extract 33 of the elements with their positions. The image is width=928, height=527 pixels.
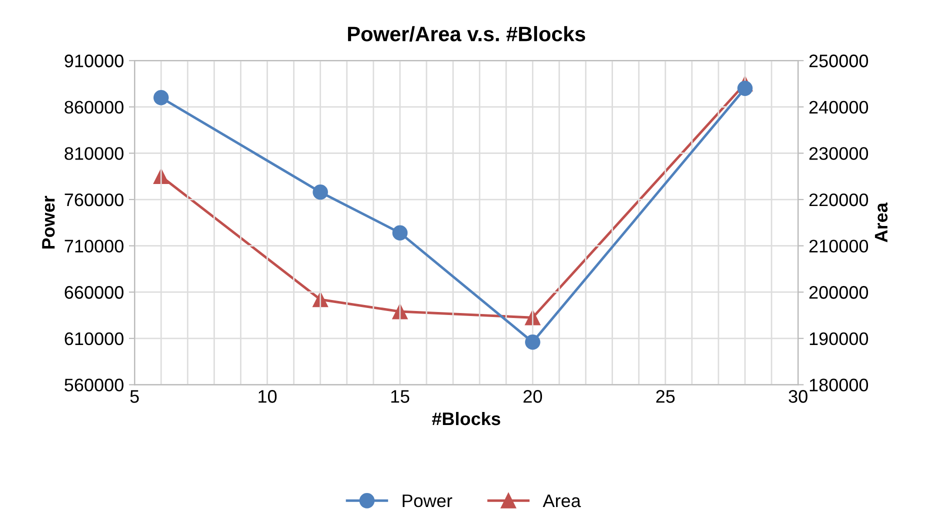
y2-tick-label: 250000 [809,54,868,68]
y-tick-label: 560000 [64,378,124,392]
y-tick-label: 710000 [64,240,124,253]
y-tick-label: 660000 [64,286,124,299]
x-tick-label: 5 [130,390,139,403]
point [737,80,753,96]
y2-tick-label: 240000 [809,100,868,114]
legend-label: Area [542,494,581,508]
y-tick-label: 810000 [64,147,124,160]
y-tick-label: 760000 [64,193,124,206]
point [153,90,169,106]
y-tick-label: 860000 [64,100,124,114]
y2-tick-label: 180000 [810,378,868,392]
y2-axis-title: Area [874,202,888,242]
chart-title: Power/Area v.s. #Blocks [348,26,586,42]
x-tick-label: 30 [788,390,808,403]
y-tick-label: 910000 [64,54,124,68]
y2-tick-label: 210000 [809,240,868,253]
x-tick-label: 25 [656,390,675,403]
point [525,334,540,350]
point [312,184,328,200]
y2-tick-label: 220000 [809,193,868,206]
legend-label: Power [402,494,452,508]
y-tick-label: 610000 [64,332,124,346]
y2-tick-label: 190000 [810,332,868,346]
y2-tick-label: 200000 [809,286,868,299]
point [392,225,408,240]
y2-tick-label: 230000 [809,147,868,160]
x-axis-title: #Blocks [432,412,500,426]
x-tick-label: 20 [524,390,542,403]
x-tick-label: 15 [391,390,410,403]
x-tick-label: 10 [258,390,277,403]
y-axis-title: Power [42,196,55,249]
